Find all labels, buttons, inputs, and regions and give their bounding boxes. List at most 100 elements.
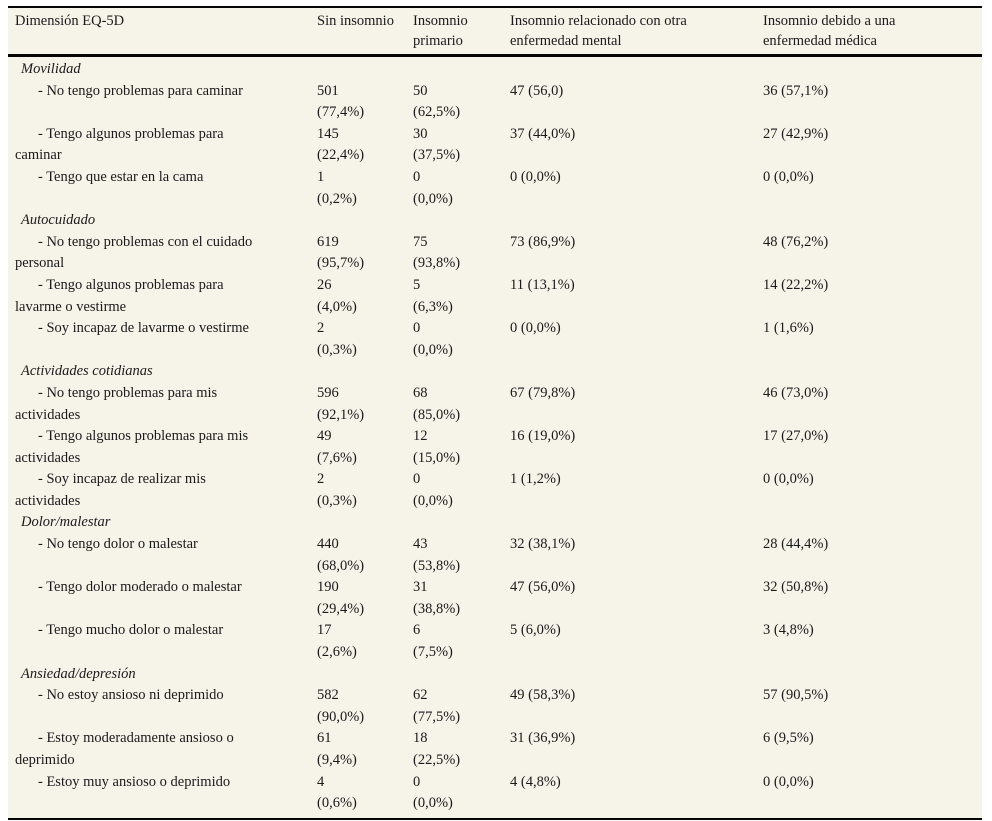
- value-cell: 3 (4,8%): [763, 622, 814, 639]
- value-cell: 32 (38,1%): [510, 536, 576, 553]
- value-cell: 11 (13,1%): [510, 276, 575, 293]
- value-cell: 0 (0,0%): [763, 168, 814, 185]
- value-cell: 14 (22,2%): [763, 276, 829, 293]
- value-cell: 2 (0,3%): [317, 320, 357, 358]
- value-cell: 5 (6,0%): [510, 622, 561, 639]
- value-cell: 2 (0,3%): [317, 471, 357, 509]
- value-cell: 67 (79,8%): [510, 384, 576, 401]
- dimension-label: - No tengo problemas con el cuidado pers…: [15, 233, 253, 272]
- value-cell: 47 (56,0%): [510, 579, 576, 596]
- value-cell: 619 (95,7%): [317, 233, 365, 272]
- value-cell: 17 (2,6%): [317, 622, 357, 661]
- column-header: Insomnio relacionado con otra enfermedad…: [510, 7, 763, 57]
- value-cell: 47 (56,0): [510, 82, 564, 99]
- value-cell: 49 (58,3%): [510, 687, 576, 704]
- value-cell: 46 (73,0%): [763, 384, 829, 401]
- column-header: Insomnio primario: [413, 7, 510, 57]
- column-header: Dimensión EQ-5D: [8, 7, 317, 57]
- column-header: Insomnio debido a una enfermedad médica: [763, 7, 982, 57]
- eq5d-dimensions-table: Dimensión EQ-5D Sin insomnio Insomnio prim…: [8, 6, 982, 820]
- paper-table-container: Dimensión EQ-5D Sin insomnio Insomnio prim…: [8, 6, 982, 820]
- dimension-label: - Soy incapaz de realizar mis actividade…: [15, 471, 206, 509]
- table-row: - No tengo problemas para caminar 501 (77…: [8, 81, 982, 124]
- value-cell: 0 (0,0%): [510, 320, 561, 337]
- table-row: - No tengo dolor o malestar 440 (68,0%) 43…: [8, 534, 982, 577]
- value-cell: 12 (15,0%): [413, 428, 461, 466]
- table-row: - No tengo problemas para mis actividade…: [8, 383, 982, 426]
- value-cell: 4 (4,8%): [510, 773, 561, 790]
- value-cell: 17 (27,0%): [763, 428, 829, 445]
- dimension-label: - Soy incapaz de lavarme o vestirme: [38, 320, 249, 337]
- value-cell: 0 (0,0%): [413, 320, 453, 358]
- value-cell: 1 (0,2%): [317, 168, 357, 207]
- dimension-label: - Tengo mucho dolor o malestar: [38, 622, 224, 639]
- value-cell: 49 (7,6%): [317, 428, 357, 466]
- value-cell: 31 (38,8%): [413, 579, 461, 617]
- table-row: - Estoy moderadamente ansioso o deprimid…: [8, 728, 982, 771]
- dimension-label: - Estoy muy ansioso o deprimido: [38, 773, 231, 790]
- table-row: - Tengo algunos problemas para lavarme o…: [8, 275, 982, 318]
- value-cell: 48 (76,2%): [763, 233, 829, 250]
- value-cell: 145 (22,4%): [317, 125, 365, 164]
- value-cell: 1 (1,2%): [510, 471, 561, 488]
- value-cell: 68 (85,0%): [413, 384, 461, 423]
- dimension-label: - Tengo que estar en la cama: [38, 168, 204, 185]
- dimension-label: - No tengo problemas para caminar: [38, 82, 243, 99]
- value-cell: 18 (22,5%): [413, 730, 461, 768]
- dimension-label: - Tengo algunos problemas para caminar: [15, 125, 224, 164]
- value-cell: 36 (57,1%): [763, 82, 829, 99]
- section-heading: Movilidad: [21, 61, 81, 77]
- value-cell: 582 (90,0%): [317, 687, 365, 725]
- value-cell: 0 (0,0%): [413, 471, 453, 509]
- section-row: Movilidad: [8, 56, 982, 81]
- value-cell: 61 (9,4%): [317, 730, 357, 768]
- value-cell: 37 (44,0%): [510, 125, 576, 142]
- value-cell: 31 (36,9%): [510, 730, 576, 747]
- table-row: - Tengo mucho dolor o malestar 17 (2,6%) 6…: [8, 620, 982, 663]
- section-row: Actividades cotidianas: [8, 361, 982, 383]
- value-cell: 440 (68,0%): [317, 536, 365, 574]
- dimension-label: - No tengo problemas para mis actividade…: [15, 384, 218, 423]
- header-row: Dimensión EQ-5D Sin insomnio Insomnio prim…: [8, 7, 982, 57]
- section-row: Autocuidado: [8, 210, 982, 232]
- table-row: - Soy incapaz de realizar mis actividade…: [8, 469, 982, 512]
- table-body: Movilidad - No tengo problemas para camin…: [8, 56, 982, 819]
- section-row: Dolor/malestar: [8, 512, 982, 534]
- table-row: - Tengo dolor moderado o malestar 190 (29…: [8, 577, 982, 620]
- dimension-label: - Estoy moderadamente ansioso o deprimid…: [15, 730, 234, 768]
- section-heading: Ansiedad/depresión: [21, 665, 136, 682]
- value-cell: 43 (53,8%): [413, 536, 461, 574]
- value-cell: 0 (0,0%): [413, 773, 453, 812]
- value-cell: 0 (0,0%): [413, 168, 453, 207]
- dimension-label: - No tengo dolor o malestar: [38, 536, 198, 553]
- column-header: Sin insomnio: [317, 7, 413, 57]
- value-cell: 73 (86,9%): [510, 233, 576, 250]
- value-cell: 75 (93,8%): [413, 233, 461, 272]
- value-cell: 57 (90,5%): [763, 687, 829, 704]
- value-cell: 6 (9,5%): [763, 730, 814, 747]
- value-cell: 50 (62,5%): [413, 82, 461, 121]
- value-cell: 0 (0,0%): [763, 773, 814, 790]
- dimension-label: - Tengo algunos problemas para mis activ…: [15, 428, 249, 466]
- value-cell: 596 (92,1%): [317, 384, 365, 423]
- section-heading: Dolor/malestar: [21, 514, 111, 531]
- value-cell: 190 (29,4%): [317, 579, 365, 617]
- table-row: - No estoy ansioso ni deprimido 582 (90,0…: [8, 685, 982, 728]
- dimension-label: - Tengo dolor moderado o malestar: [38, 579, 242, 596]
- table-header: Dimensión EQ-5D Sin insomnio Insomnio prim…: [8, 7, 982, 57]
- section-heading: Actividades cotidianas: [21, 363, 153, 380]
- section-heading: Autocuidado: [21, 212, 96, 229]
- section-row: Ansiedad/depresión: [8, 664, 982, 686]
- value-cell: 0 (0,0%): [763, 471, 814, 488]
- value-cell: 1 (1,6%): [763, 320, 814, 337]
- value-cell: 501 (77,4%): [317, 82, 365, 121]
- table-row: - Tengo algunos problemas para mis activ…: [8, 426, 982, 469]
- value-cell: 6 (7,5%): [413, 622, 453, 661]
- value-cell: 4 (0,6%): [317, 773, 357, 812]
- dimension-label: - No estoy ansioso ni deprimido: [38, 687, 224, 704]
- dimension-label: - Tengo algunos problemas para lavarme o…: [15, 276, 224, 315]
- table-row: - Soy incapaz de lavarme o vestirme 2 (0,…: [8, 318, 982, 361]
- value-cell: 26 (4,0%): [317, 276, 357, 315]
- value-cell: 5 (6,3%): [413, 276, 453, 315]
- value-cell: 32 (50,8%): [763, 579, 829, 596]
